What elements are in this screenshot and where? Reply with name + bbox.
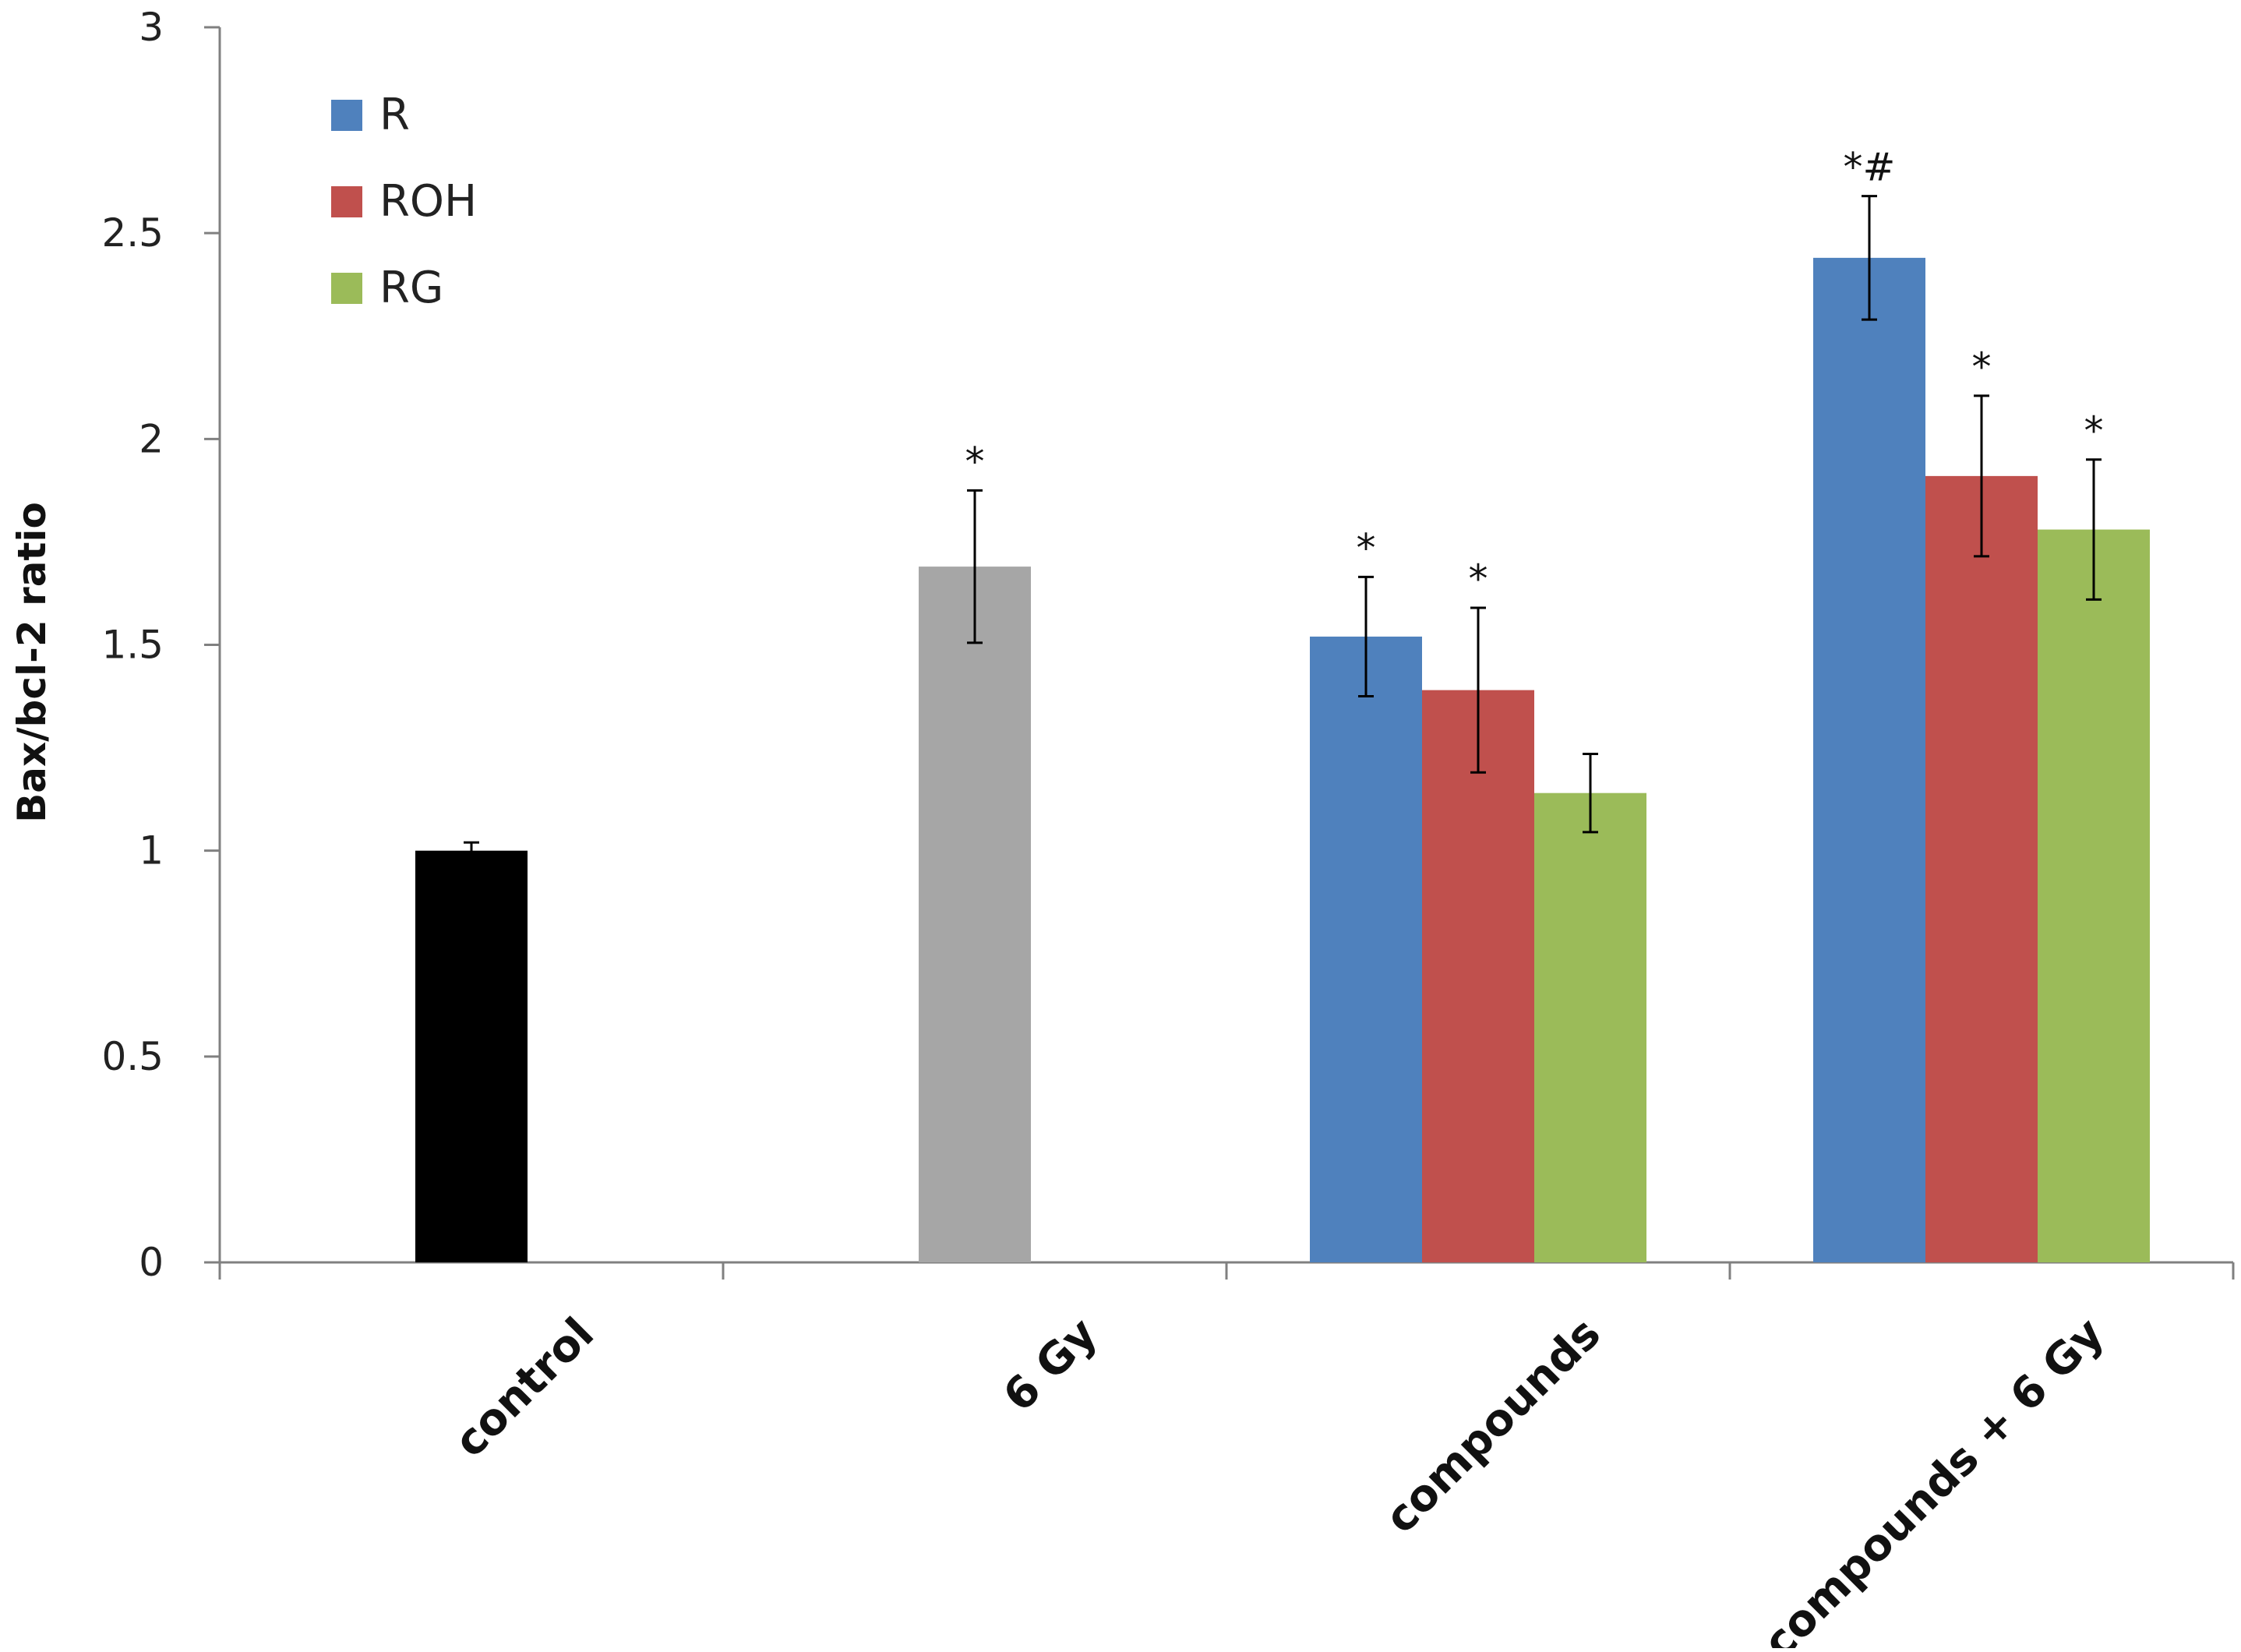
y-axis-title: Bax/bcl-2 ratio [9, 502, 55, 823]
significance-marker: * [2084, 408, 2104, 454]
significance-marker: * [1357, 525, 1376, 570]
x-category-label: control [445, 1308, 604, 1467]
bar-compounds-r [1310, 636, 1422, 1262]
legend-label-rg: RG [379, 263, 443, 313]
significance-marker: * [1972, 344, 1992, 390]
bar-compounds-6-gy-roh [1925, 475, 2038, 1262]
legend-swatch-rg [331, 273, 362, 304]
error-bars-group [464, 195, 2102, 860]
y-tick-label: 1.5 [101, 623, 164, 668]
significance-marker: *# [1844, 145, 1896, 190]
y-tick-label: 0 [139, 1240, 164, 1285]
y-tick-label: 3 [139, 5, 164, 50]
bars-group [415, 257, 2150, 1262]
y-tick-label: 2.5 [101, 210, 164, 256]
bar-compounds-6-gy-rg [2038, 529, 2150, 1262]
legend-label-r: R [379, 90, 410, 140]
legend-swatch-r [331, 100, 362, 131]
significance-marker: * [965, 439, 985, 484]
legend-swatch-roh [331, 186, 362, 217]
bar-control-control [415, 850, 528, 1262]
bar-compounds-roh [1422, 690, 1534, 1262]
legend: R ROH RG [331, 90, 477, 313]
y-tick-label: 1 [139, 828, 164, 874]
bar-6-gy-6-gy [919, 567, 1031, 1262]
bar-compounds-rg [1534, 792, 1646, 1262]
bar-compounds-6-gy-r [1813, 257, 1925, 1262]
legend-label-roh: ROH [379, 176, 477, 227]
axis-labels-group: 0 0.5 1 1.5 2 2.5 3 control 6 Gy compounds compoun… [9, 5, 2114, 1652]
significance-annotations-group: * * * *# * * [965, 145, 2104, 602]
y-tick-label: 0.5 [101, 1034, 164, 1079]
y-tick-label: 2 [139, 416, 164, 461]
significance-marker: * [1469, 556, 1488, 602]
x-category-label: compounds + 6 Gy [1754, 1308, 2114, 1648]
x-category-label: 6 Gy [993, 1308, 1107, 1422]
x-category-label: compounds [1375, 1308, 1611, 1544]
